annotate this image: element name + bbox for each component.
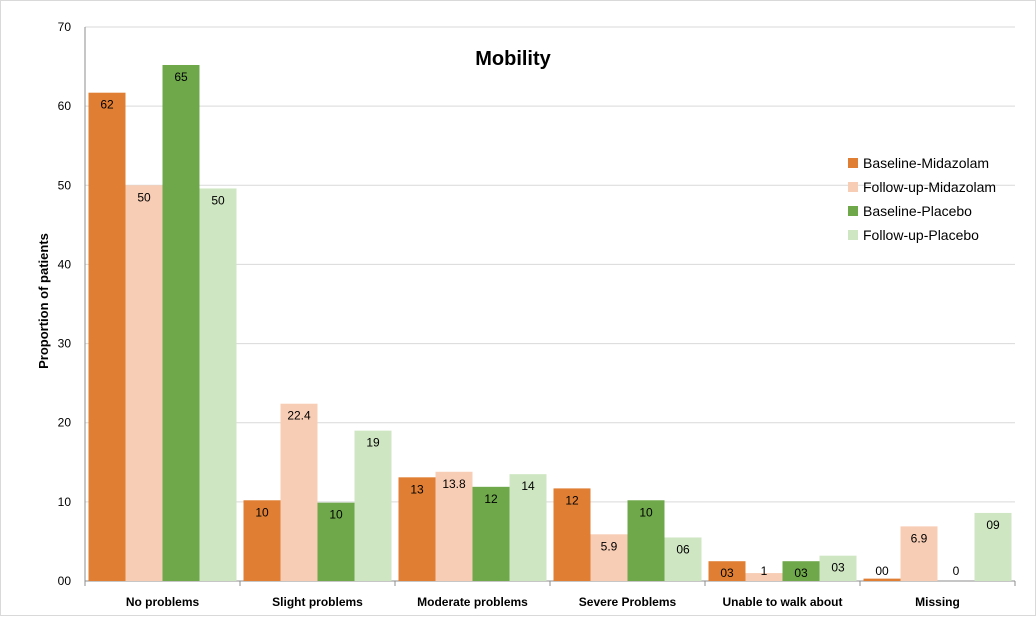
bar (317, 502, 355, 581)
data-label: 65 (174, 70, 188, 84)
bar (974, 512, 1012, 581)
bar (509, 474, 547, 581)
legend-label: Baseline-Midazolam (863, 155, 989, 171)
data-label: 13 (410, 482, 424, 496)
bar (590, 534, 628, 581)
data-label: 12 (565, 493, 579, 507)
data-label: 03 (794, 566, 808, 580)
bar (162, 64, 200, 581)
bar (472, 486, 510, 581)
y-tick-label: 20 (58, 416, 72, 430)
data-label: 00 (875, 564, 889, 578)
gridlines (84, 26, 1016, 586)
bar (280, 403, 318, 581)
category-labels: No problems Slight problems Moderate probl… (126, 595, 960, 609)
bar (354, 430, 392, 581)
category-label: Slight problems (272, 595, 363, 609)
legend-swatch (848, 182, 858, 192)
bar (627, 500, 665, 581)
data-label: 1 (761, 564, 768, 578)
data-label: 6.9 (911, 531, 928, 545)
y-tick-labels: 00 10 20 30 40 50 60 70 (58, 20, 72, 588)
bar (708, 561, 746, 581)
bar (435, 471, 473, 581)
data-label: 09 (986, 518, 1000, 532)
bars (88, 64, 1012, 582)
data-label: 03 (720, 566, 734, 580)
y-tick-label: 30 (58, 337, 72, 351)
category-label: Moderate problems (417, 595, 528, 609)
bar (745, 573, 783, 581)
chart-title: Mobility (475, 48, 551, 70)
y-tick-label: 10 (58, 495, 72, 509)
data-label: 10 (639, 505, 653, 519)
data-label: 10 (329, 508, 343, 522)
data-label: 13.8 (442, 477, 466, 491)
legend: Baseline-Midazolam Follow-up-Midazolam Bas… (848, 155, 996, 243)
legend-label: Follow-up-Placebo (863, 227, 979, 243)
data-label: 06 (676, 542, 690, 556)
category-label: Missing (915, 595, 960, 609)
bar (243, 500, 281, 581)
y-tick-label: 70 (58, 20, 72, 34)
category-label: Severe Problems (579, 595, 677, 609)
data-label: 03 (831, 561, 845, 575)
category-label: Unable to walk about (722, 595, 842, 609)
data-label: 50 (211, 193, 225, 207)
data-label: 62 (100, 98, 114, 112)
legend-swatch (848, 206, 858, 216)
y-tick-label: 60 (58, 99, 72, 113)
bar (782, 561, 820, 581)
legend-swatch (848, 230, 858, 240)
data-label: 50 (137, 190, 151, 204)
bar (863, 578, 901, 581)
bar (819, 555, 857, 581)
data-label: 14 (521, 479, 535, 493)
y-tick-label: 00 (58, 574, 72, 588)
data-label: 12 (484, 492, 498, 506)
bar (664, 537, 702, 581)
bar (398, 477, 436, 581)
bar (199, 188, 237, 582)
data-label: 5.9 (601, 539, 618, 553)
y-tick-label: 40 (58, 257, 72, 271)
legend-swatch (848, 158, 858, 168)
y-axis-label: Proportion of patients (36, 233, 51, 369)
category-label: No problems (126, 595, 200, 609)
y-tick-label: 50 (58, 178, 72, 192)
bar (553, 488, 591, 581)
legend-label: Follow-up-Midazolam (863, 179, 996, 195)
data-label: 22.4 (287, 409, 311, 423)
data-label: 0 (953, 564, 960, 578)
data-label: 19 (366, 436, 380, 450)
bar (900, 526, 938, 581)
bar (88, 92, 126, 581)
legend-label: Baseline-Placebo (863, 203, 972, 219)
bar (125, 185, 163, 582)
data-label: 10 (255, 505, 269, 519)
